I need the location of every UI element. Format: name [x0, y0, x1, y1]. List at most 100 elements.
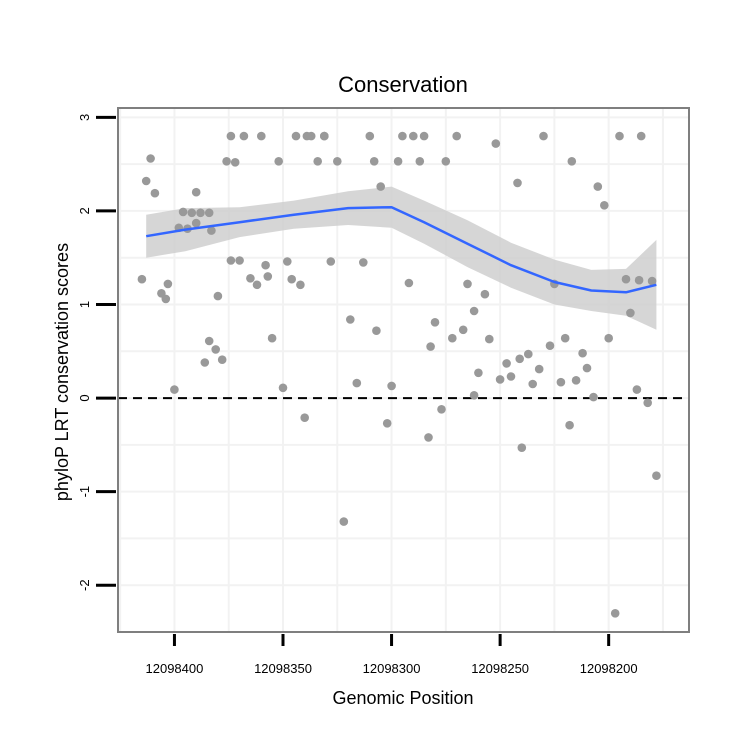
data-point — [226, 256, 236, 265]
data-point — [610, 609, 620, 618]
data-point — [239, 131, 249, 141]
data-point — [296, 280, 305, 290]
data-point — [146, 154, 155, 163]
x-tick-label: 12098400 — [146, 661, 204, 676]
data-point — [261, 260, 270, 270]
data-point — [409, 131, 418, 141]
data-point — [287, 274, 297, 284]
data-point — [246, 274, 255, 283]
smooth-line-layer — [145, 205, 657, 294]
y-tick-label: 0 — [77, 394, 92, 401]
data-point — [372, 326, 381, 336]
data-point — [426, 342, 435, 351]
data-point — [458, 325, 468, 335]
data-point — [643, 398, 652, 408]
data-point — [424, 433, 433, 442]
data-point — [222, 157, 231, 166]
data-point — [589, 392, 598, 402]
smooth-line — [145, 205, 657, 294]
grid-lines — [118, 108, 689, 632]
data-point — [567, 157, 577, 166]
data-point — [491, 139, 501, 148]
data-point — [283, 257, 292, 266]
data-point — [278, 383, 288, 393]
data-point — [211, 345, 220, 354]
data-point — [230, 158, 240, 167]
data-point — [415, 157, 425, 166]
data-point — [502, 359, 511, 368]
data-point — [320, 131, 329, 141]
data-point — [485, 334, 494, 344]
data-point — [191, 187, 201, 197]
x-tick-label: 12098350 — [254, 661, 312, 676]
x-tick-label: 12098200 — [580, 661, 638, 676]
x-tick-label: 12098300 — [363, 661, 421, 676]
data-point — [469, 391, 479, 400]
data-point — [469, 306, 479, 316]
data-point — [480, 289, 490, 299]
confidence-band-layer — [146, 186, 657, 330]
chart-title: Conservation — [338, 72, 468, 97]
data-point — [556, 377, 566, 387]
data-point — [441, 157, 451, 166]
data-point — [382, 419, 392, 428]
data-point — [267, 333, 277, 343]
data-point — [515, 354, 524, 364]
data-point — [452, 131, 462, 141]
data-point — [235, 256, 244, 265]
data-point — [463, 279, 472, 289]
data-point — [398, 131, 407, 141]
data-point — [437, 405, 446, 414]
data-point — [430, 318, 440, 327]
data-point — [652, 471, 661, 481]
data-point — [326, 257, 336, 266]
data-point — [170, 385, 179, 394]
data-point — [207, 226, 216, 235]
data-point — [534, 364, 544, 374]
data-point — [621, 274, 631, 284]
data-point — [495, 375, 505, 384]
data-point — [263, 272, 273, 281]
data-point — [600, 201, 609, 210]
data-point — [448, 333, 457, 343]
data-point — [252, 280, 262, 290]
data-point — [506, 372, 516, 381]
data-point — [387, 381, 396, 391]
data-point — [582, 363, 592, 373]
data-point — [257, 131, 266, 141]
data-point — [137, 274, 147, 284]
data-point — [187, 208, 197, 218]
data-point — [376, 182, 386, 191]
x-axis-ticks: 12098400 12098350 12098300 12098250 12098200 — [146, 634, 638, 676]
data-point — [204, 336, 214, 346]
data-point — [365, 131, 375, 141]
data-point — [141, 176, 151, 186]
data-point — [626, 308, 635, 318]
data-point — [291, 131, 301, 141]
data-point — [150, 188, 160, 198]
data-point — [524, 349, 533, 359]
data-point — [369, 157, 379, 166]
data-point — [200, 358, 210, 367]
data-point — [161, 294, 171, 304]
y-axis-ticks: -2 -1 0 1 2 3 — [77, 114, 116, 591]
data-point — [560, 333, 570, 343]
y-axis-label: phyloP LRT conservation scores — [52, 243, 72, 501]
data-point — [274, 157, 284, 166]
data-point — [346, 315, 355, 324]
data-point — [352, 378, 362, 388]
x-tick-label: 12098250 — [471, 661, 529, 676]
y-tick-label: -2 — [77, 579, 92, 591]
x-axis-label: Genomic Position — [332, 688, 473, 708]
data-point — [404, 278, 414, 288]
data-point — [359, 258, 368, 267]
data-point — [565, 420, 574, 430]
data-point — [213, 291, 223, 301]
data-point — [163, 279, 173, 289]
data-point — [196, 208, 205, 218]
data-point — [300, 413, 310, 423]
data-point — [545, 341, 555, 351]
data-point — [178, 207, 188, 217]
